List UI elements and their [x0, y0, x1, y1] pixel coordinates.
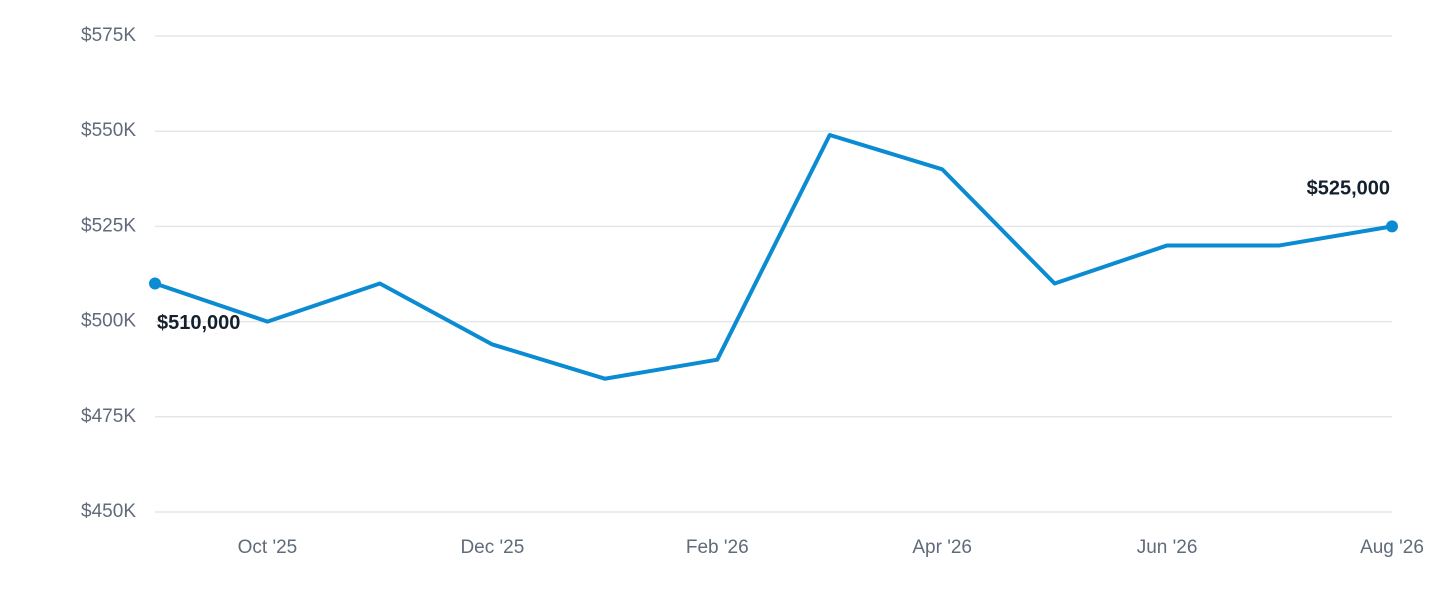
data-label: $510,000 — [157, 312, 240, 334]
y-tick-label: $475K — [81, 406, 136, 427]
point-marker — [1386, 220, 1398, 233]
data-label: $525,000 — [1307, 178, 1390, 200]
x-tick-label: Feb '26 — [686, 537, 749, 558]
x-tick-label: Aug '26 — [1360, 537, 1424, 558]
y-tick-label: $450K — [81, 501, 136, 522]
y-tick-label: $550K — [81, 120, 136, 141]
y-tick-label: $525K — [81, 215, 136, 236]
x-tick-label: Apr '26 — [912, 537, 972, 558]
y-tick-label: $500K — [81, 311, 136, 332]
x-tick-label: Dec '25 — [460, 537, 524, 558]
line — [154, 133, 1393, 381]
x-tick-label: Jun '26 — [1137, 537, 1198, 558]
x-tick-label: Oct '25 — [238, 537, 298, 558]
y-tick-label: $575K — [81, 25, 136, 46]
point-marker — [149, 277, 161, 290]
